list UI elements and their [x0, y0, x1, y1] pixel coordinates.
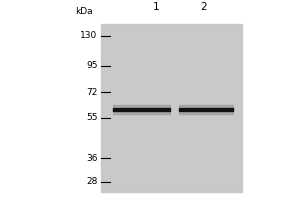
Bar: [112, 108, 170, 111]
Text: kDa: kDa: [75, 7, 93, 16]
Text: 28: 28: [86, 178, 98, 186]
Text: 130: 130: [80, 31, 98, 40]
Text: 72: 72: [86, 88, 98, 97]
Text: 55: 55: [86, 113, 98, 122]
Bar: [178, 105, 232, 114]
Text: 2: 2: [201, 2, 207, 12]
Bar: [112, 105, 170, 114]
Text: 36: 36: [86, 154, 98, 163]
Bar: [100, 24, 242, 192]
Text: 1: 1: [153, 2, 159, 12]
Text: 95: 95: [86, 61, 98, 70]
Bar: [103, 28, 238, 188]
Bar: [178, 108, 232, 111]
